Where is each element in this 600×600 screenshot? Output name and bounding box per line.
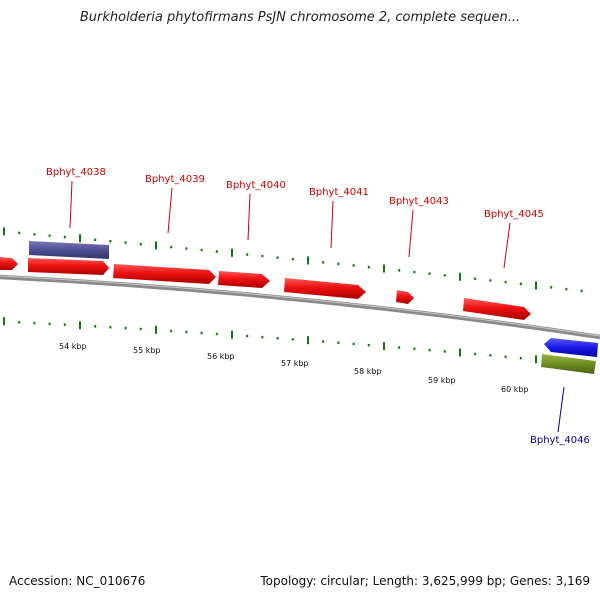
gene-label[interactable]: Bphyt_4039 <box>145 174 205 185</box>
feature-bar-purple[interactable] <box>29 241 109 259</box>
chromosome-backbone <box>0 274 600 340</box>
gene-arrow-reverse-blue[interactable] <box>544 338 598 357</box>
scale-label: 59 kbp <box>428 376 456 385</box>
scale-labels: 54 kbp 55 kbp 56 kbp 57 kbp 58 kbp 59 kb… <box>59 342 529 394</box>
gene-arrow-bphyt-4040[interactable] <box>218 271 270 288</box>
label-leaders <box>69 180 565 433</box>
gene-arrow-bphyt-4038[interactable] <box>28 258 109 275</box>
scale-label: 54 kbp <box>59 342 87 351</box>
gene-label[interactable]: Bphyt_4046 <box>530 435 590 446</box>
gene-arrow-bphyt-4041[interactable] <box>284 278 366 299</box>
topology-text: Topology: circular; Length: 3,625,999 bp… <box>260 574 590 588</box>
scale-label: 57 kbp <box>281 359 309 368</box>
gene-label[interactable]: Bphyt_4043 <box>389 196 449 207</box>
scale-label: 55 kbp <box>133 346 161 355</box>
gene-label[interactable]: Bphyt_4040 <box>226 180 286 191</box>
gene-label[interactable]: Bphyt_4045 <box>484 209 544 220</box>
feature-bar-olive[interactable] <box>541 354 596 374</box>
map-title: Burkholderia phytofirmans PsJN chromosom… <box>79 10 521 25</box>
scale-label: 58 kbp <box>354 367 382 376</box>
gene-labels: Bphyt_4038 Bphyt_4039 Bphyt_4040 Bphyt_4… <box>46 167 590 446</box>
gene-label[interactable]: Bphyt_4041 <box>309 187 369 198</box>
tick-track-bottom <box>3 317 583 366</box>
gene-arrow-bphyt-4039[interactable] <box>113 264 216 284</box>
scale-label: 60 kbp <box>501 385 529 394</box>
gene-arrow-bphyt-4045[interactable] <box>463 298 531 320</box>
gene-arrow[interactable] <box>0 257 18 270</box>
tick-track-top <box>3 227 583 293</box>
accession-text: Accession: NC_010676 <box>9 574 146 588</box>
chromosome-backbone-highlight <box>0 275 600 337</box>
gene-label[interactable]: Bphyt_4038 <box>46 167 106 178</box>
gene-arrows-forward <box>0 257 531 320</box>
scale-label: 56 kbp <box>207 352 235 361</box>
gene-arrow-bphyt-4043[interactable] <box>396 290 414 304</box>
